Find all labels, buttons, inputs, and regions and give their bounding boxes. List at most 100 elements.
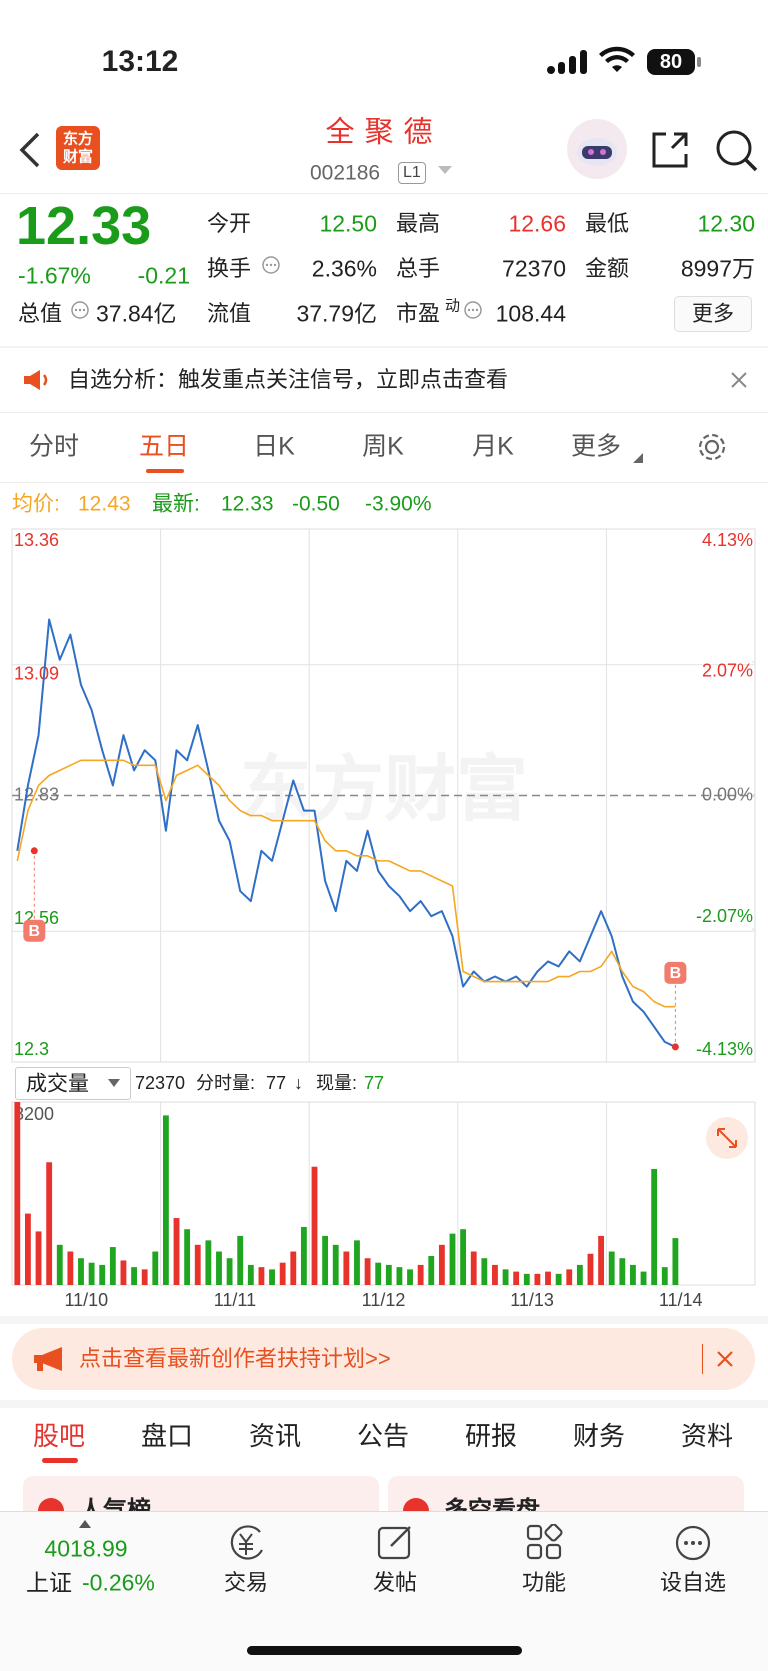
volume-bar: [300, 1226, 307, 1285]
close-button[interactable]: [731, 372, 747, 388]
nav-item[interactable]: 发帖: [372, 1570, 418, 1595]
back-button[interactable]: [16, 130, 44, 170]
volume-bar: [99, 1264, 106, 1285]
x-tick-label: 11/12: [362, 1290, 406, 1310]
volume-bar: [354, 1240, 360, 1285]
logo-text: 东方: [62, 130, 94, 148]
watermark: 东方财富: [240, 750, 528, 830]
stat-value: 108.44: [495, 300, 566, 327]
volume-bar: [311, 1166, 318, 1285]
divider: [0, 193, 768, 194]
section-tab[interactable]: 财务: [572, 1421, 626, 1451]
period-tab[interactable]: 月K: [472, 432, 514, 461]
indicator-selector[interactable]: 成交量: [15, 1067, 131, 1100]
volume-bar: [619, 1258, 626, 1285]
y2-tick-label: 0.00%: [702, 784, 753, 804]
x-tick-label: 11/13: [510, 1290, 554, 1310]
period-tab[interactable]: 更多: [570, 432, 622, 461]
info-icon[interactable]: [70, 300, 90, 320]
volume-bar: [364, 1258, 371, 1285]
share-button[interactable]: [648, 128, 692, 172]
nav-item[interactable]: 交易: [223, 1570, 269, 1595]
volume-bar: [216, 1251, 222, 1285]
volume-bar: [375, 1262, 382, 1285]
dropdown-arrow[interactable]: [438, 166, 452, 176]
volume-bar: [470, 1251, 477, 1285]
volume-bar: [598, 1235, 605, 1285]
function-icon: [526, 1524, 563, 1560]
volume-bar: [438, 1244, 445, 1285]
section-tab[interactable]: 资料: [680, 1421, 734, 1451]
volume-bar: [460, 1229, 467, 1285]
home-indicator: [247, 1646, 522, 1655]
stat-label-sup: 动: [445, 297, 461, 315]
volume-bar: [131, 1267, 137, 1285]
volume-bar: [492, 1264, 498, 1285]
watchlist-icon: [675, 1525, 711, 1561]
volume-bar: [173, 1218, 180, 1285]
more-button-label: 更多: [692, 302, 734, 326]
status-time: 13:12: [101, 45, 179, 78]
volume-bar: [78, 1258, 84, 1285]
expand-button[interactable]: [705, 1116, 749, 1160]
volume-bar: [502, 1269, 509, 1285]
period-tab[interactable]: 分时: [28, 432, 80, 461]
section-tab[interactable]: 公告: [356, 1421, 410, 1451]
y-tick-label: 13.36: [14, 530, 59, 550]
period-tab-active[interactable]: 五日: [138, 432, 190, 461]
y-tick-label: 13.09: [14, 664, 59, 684]
promo-text: 点击查看最新创作者扶持计划>>: [79, 1346, 391, 1371]
plot-frame: [11, 1101, 756, 1286]
volume-bar: [194, 1244, 201, 1285]
stat-value: 8997万: [680, 255, 755, 282]
volume-bar: [279, 1262, 286, 1285]
info-icon[interactable]: [463, 300, 483, 320]
volume-bar: [290, 1251, 297, 1285]
stat-value: 12.66: [508, 210, 566, 237]
dropdown-arrow: [633, 453, 643, 463]
stat-label: 换手: [207, 256, 252, 281]
volume-bar: [109, 1247, 116, 1285]
settings-button[interactable]: [696, 431, 728, 463]
megaphone-icon: [34, 1347, 62, 1371]
section-tab[interactable]: 研报: [464, 1421, 518, 1451]
banner-text[interactable]: 自选分析：触发重点关注信号，立即点击查看: [68, 367, 509, 392]
direction-arrow: ↓: [294, 1073, 303, 1093]
section-tab[interactable]: 盘口: [140, 1421, 194, 1451]
assistant-avatar[interactable]: [566, 118, 628, 180]
more-button[interactable]: 更多: [674, 296, 752, 332]
trade-marker: [664, 961, 687, 984]
status-icons: [547, 46, 701, 75]
volume-bar: [630, 1264, 636, 1285]
volume-bar: [417, 1264, 424, 1285]
search-button[interactable]: [714, 128, 760, 174]
period-tab[interactable]: 日K: [253, 432, 295, 461]
active-tab-indicator: [146, 469, 184, 473]
nav-item[interactable]: 设自选: [659, 1570, 727, 1595]
volume-bar: [513, 1271, 520, 1285]
y-tick-label: 8200: [14, 1104, 54, 1124]
latest-change: -0.50: [292, 492, 340, 516]
volume-bar: [25, 1213, 31, 1285]
section-tab[interactable]: 资讯: [248, 1421, 302, 1451]
promo-banner[interactable]: 点击查看最新创作者扶持计划>>: [12, 1328, 755, 1390]
period-tab[interactable]: 周K: [362, 432, 404, 461]
minute-volume: 77: [266, 1073, 287, 1093]
y2-tick-label: -2.07%: [696, 906, 753, 926]
info-icon[interactable]: [261, 255, 281, 275]
latest-change-percent: -3.90%: [365, 492, 432, 516]
stat-label: 总手: [396, 256, 441, 281]
app-logo[interactable]: 东方 财富: [56, 126, 100, 170]
nav-item[interactable]: 功能: [521, 1570, 567, 1595]
section-tab-active[interactable]: 股吧: [32, 1421, 86, 1451]
index-value[interactable]: 4018.99: [44, 1535, 128, 1562]
volume-bar: [661, 1267, 668, 1285]
volume-bar: [545, 1271, 551, 1285]
volume-bar: [226, 1258, 233, 1285]
stat-value: 37.79亿: [296, 300, 377, 327]
volume-bar: [555, 1273, 562, 1285]
stat-label: 流值: [207, 301, 252, 326]
marker-dot: [30, 847, 38, 855]
index-change: -0.26%: [82, 1569, 155, 1596]
close-button[interactable]: [717, 1351, 733, 1367]
